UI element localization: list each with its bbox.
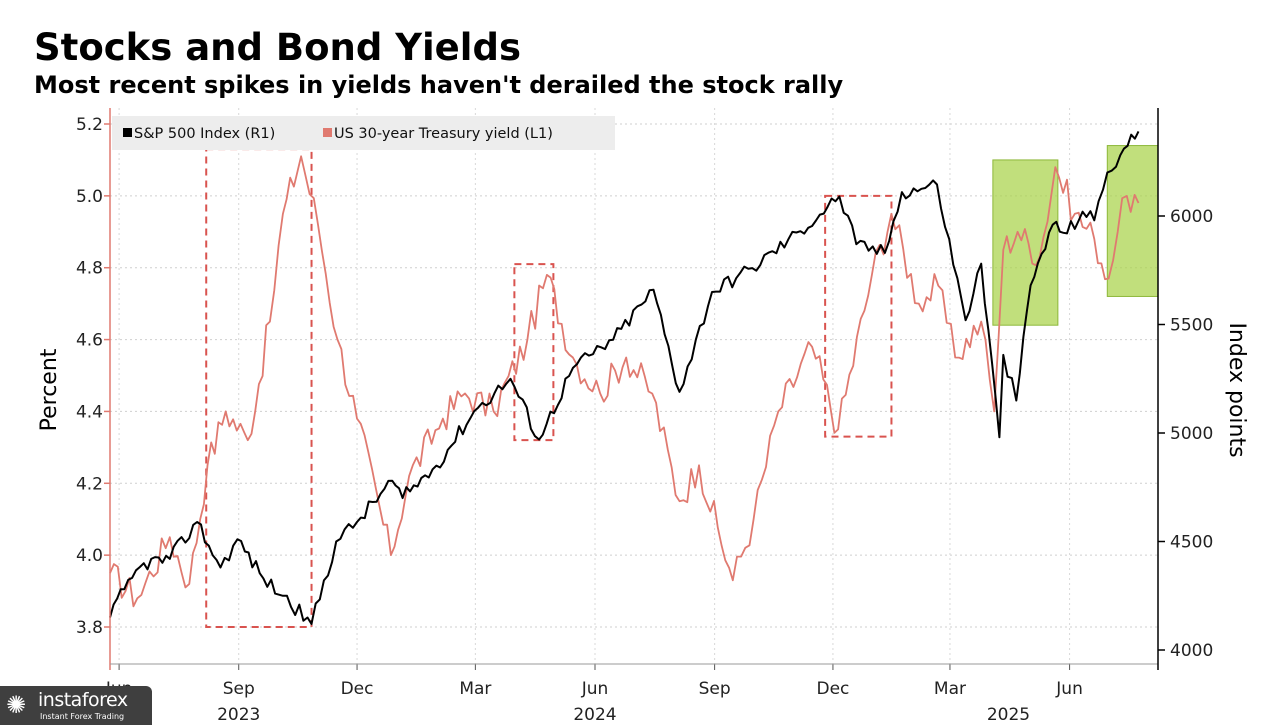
x-tick-label: Jun [581, 679, 609, 699]
left-tick-label: 4.8 [76, 259, 103, 279]
legend-swatch-0 [123, 128, 132, 137]
x-year-label: 2025 [987, 705, 1030, 725]
sp500-line [109, 130, 1140, 625]
x-tick-label: Mar [459, 679, 491, 699]
x-tick-label: Mar [934, 679, 966, 699]
legend-swatch-1 [323, 128, 332, 137]
y-left-axis-label: Percent [37, 348, 62, 431]
x-tick-label: Dec [816, 679, 849, 699]
axes: 3.8 4.0 4.2 4.4 4.6 4.8 5.0 5.2 Jun Sep Dec Mar Jun S… [37, 108, 1249, 725]
chart-title: Stocks and Bond Yields [34, 26, 521, 69]
watermark-logo: ✺ instaforex Instant Forex Trading [0, 686, 152, 725]
watermark-brand: instaforex [38, 689, 128, 711]
left-tick-label: 4.0 [76, 546, 103, 566]
right-tick-label: 5500 [1170, 316, 1213, 336]
watermark-tagline: Instant Forex Trading [40, 712, 125, 721]
right-tick-label: 4500 [1170, 533, 1213, 553]
chart-subtitle: Most recent spikes in yields haven't der… [34, 71, 844, 99]
right-tick-label: 6000 [1170, 207, 1213, 227]
x-tick-label: Jun [1055, 679, 1083, 699]
x-year-label: 2023 [217, 705, 260, 725]
right-tick-label: 4000 [1170, 641, 1213, 661]
series-lines [109, 130, 1140, 625]
legend: S&P 500 Index (R1) US 30-year Treasury yi… [112, 116, 615, 150]
left-tick-label: 3.8 [76, 618, 103, 638]
left-tick-label: 5.2 [76, 115, 103, 135]
right-tick-label: 5000 [1170, 424, 1213, 444]
treasury-yield-line [109, 155, 1140, 608]
left-tick-label: 5.0 [76, 187, 103, 207]
x-tick-label: Dec [341, 679, 374, 699]
dashed-box-2 [824, 194, 893, 438]
highlight-box-3 [992, 159, 1059, 326]
legend-box [112, 116, 615, 150]
x-year-label: 2024 [573, 705, 616, 725]
highlight-box-4 [1106, 145, 1159, 297]
instaforex-icon: ✺ [6, 691, 27, 719]
y-right-axis-label: Index points [1224, 322, 1249, 457]
left-tick-label: 4.4 [76, 402, 103, 422]
legend-label-1: US 30-year Treasury yield (L1) [334, 126, 553, 142]
legend-label-0: S&P 500 Index (R1) [134, 126, 275, 142]
x-tick-label: Sep [699, 679, 731, 699]
left-tick-label: 4.2 [76, 474, 103, 494]
x-tick-label: Sep [223, 679, 255, 699]
dashed-box-1 [513, 263, 555, 442]
left-tick-label: 4.6 [76, 331, 103, 351]
